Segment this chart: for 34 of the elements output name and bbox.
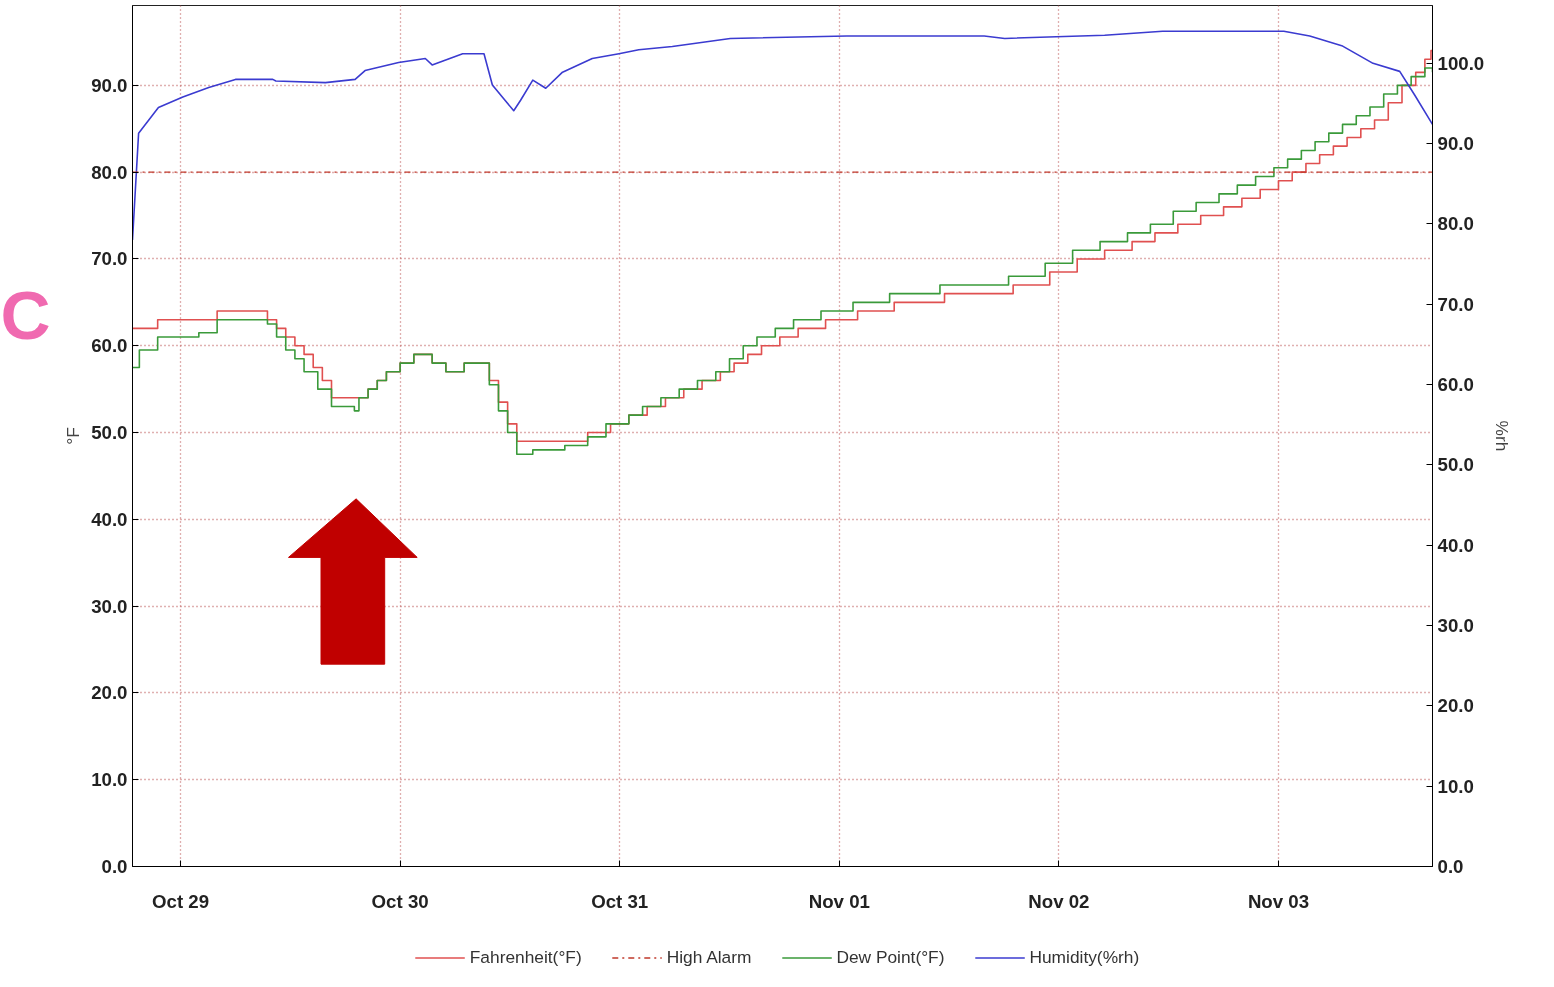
y-tick-label: 40.0 [91, 508, 128, 530]
x-tick-label: Nov 01 [808, 890, 870, 912]
x-tick-label: Oct 29 [152, 890, 210, 912]
y2-tick-label: 40.0 [1437, 534, 1474, 556]
y2-tick-label: 30.0 [1437, 615, 1474, 637]
y-tick-label: 0.0 [101, 856, 128, 877]
y2-tick-label: 60.0 [1437, 374, 1474, 396]
y2-tick-label: 10.0 [1437, 775, 1474, 797]
y-tick-label: 20.0 [91, 682, 128, 704]
y-tick-label: 10.0 [91, 769, 128, 791]
y2-tick-label: 90.0 [1437, 133, 1474, 155]
x-tick-label: Nov 03 [1247, 890, 1310, 912]
y-tick-label: 90.0 [91, 74, 128, 96]
y2-axis-title: %rh [1492, 420, 1513, 452]
x-tick-label: Oct 31 [591, 890, 649, 912]
legend-label: Dew Point(°F) [836, 946, 945, 968]
x-tick-label: Nov 02 [1028, 890, 1090, 912]
text: C [0, 276, 51, 355]
y-tick-label: 70.0 [91, 248, 128, 270]
y-tick-label: 50.0 [91, 422, 128, 444]
y2-tick-label: 0.0 [1437, 856, 1464, 877]
legend-label: High Alarm [666, 946, 752, 968]
y2-tick-label: 20.0 [1437, 695, 1474, 717]
x-tick-label: Oct 30 [371, 890, 429, 912]
y-tick-label: 60.0 [91, 335, 128, 357]
y2-tick-label: 100.0 [1437, 52, 1485, 74]
y2-tick-label: 80.0 [1437, 213, 1474, 235]
y-axis-title: °F [63, 427, 84, 445]
legend-label: Fahrenheit(°F) [469, 946, 582, 968]
legend-label: Humidity(%rh) [1029, 946, 1140, 968]
y2-tick-label: 50.0 [1437, 454, 1474, 476]
y-tick-label: 80.0 [91, 161, 128, 183]
y2-tick-label: 70.0 [1437, 293, 1474, 315]
y-tick-label: 30.0 [91, 595, 128, 617]
